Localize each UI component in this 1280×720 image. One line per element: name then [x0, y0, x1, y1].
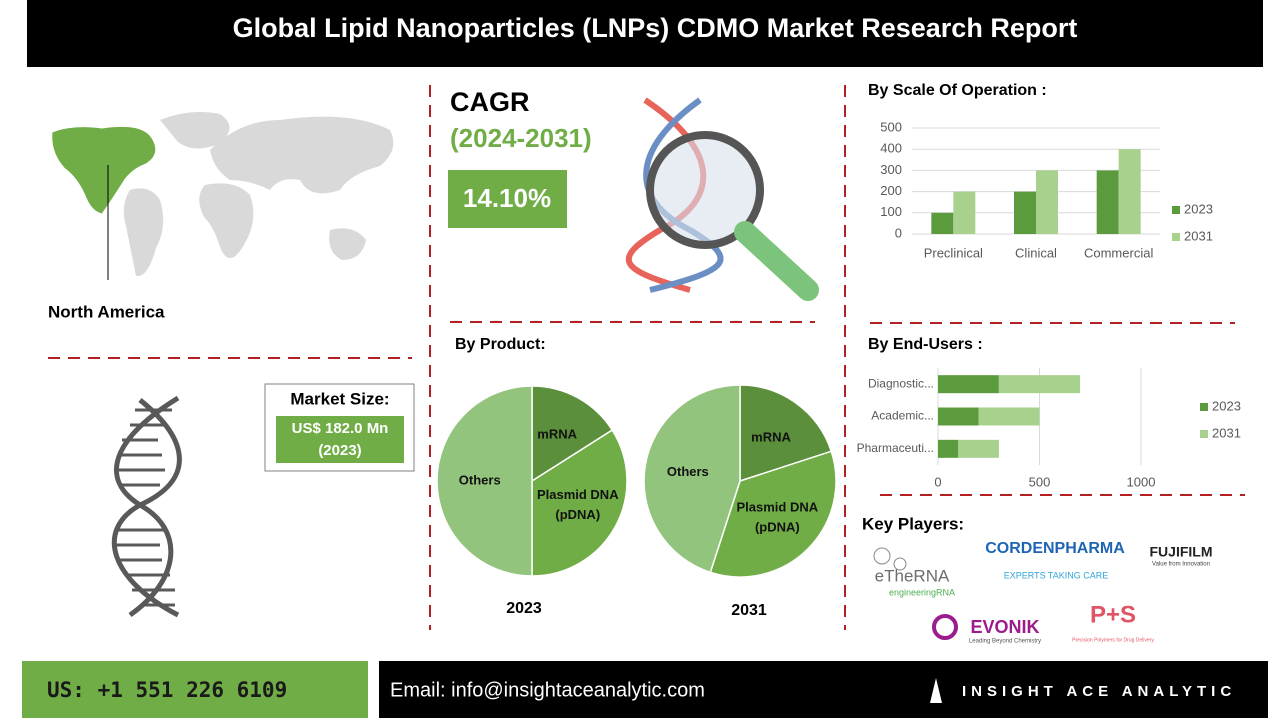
y-tick-label: 500	[880, 119, 902, 134]
magnifier-icon	[625, 97, 819, 301]
y-tick-label: 100	[880, 204, 902, 219]
y-tick-label: 400	[880, 141, 902, 156]
legend-label: 2023	[1184, 201, 1213, 216]
cagr-badge	[448, 170, 567, 228]
logo-name: CORDENPHARMA	[985, 540, 1125, 557]
logo-tagline: Precision Polymers for Drug Delivery	[1072, 637, 1154, 643]
bar	[1096, 170, 1119, 234]
bar	[1014, 191, 1036, 234]
key-players-title: Key Players:	[862, 514, 964, 533]
section-title: By Product:	[455, 336, 546, 353]
y-tick-label: 300	[880, 162, 902, 177]
brand-mark	[930, 678, 942, 703]
pie-slice	[709, 450, 837, 578]
bar	[1118, 149, 1141, 234]
region-label: North America	[48, 302, 165, 321]
dna-rungs	[115, 408, 175, 607]
cagr-label: CAGR	[450, 87, 530, 117]
logo-mark	[932, 614, 958, 640]
pie-label: mRNA	[751, 430, 791, 445]
brand: INSIGHT ACE ANALYTIC	[962, 683, 1236, 700]
logo: eTheRNA engineeringRNA	[873, 547, 955, 597]
logo-tagline: EXPERTS TAKING CARE	[1004, 570, 1109, 580]
logo-name: eTheRNA	[875, 566, 950, 585]
legend-label: 2023	[1212, 398, 1241, 413]
x-tick-label: 500	[1029, 474, 1051, 489]
y-tick-label: Diagnostic...	[868, 376, 934, 390]
legend-swatch	[1200, 430, 1208, 438]
north-america-shape	[51, 125, 157, 215]
x-tick-label: Clinical	[1015, 245, 1057, 260]
logo-tagline: engineeringRNA	[889, 587, 955, 597]
pie-label: Plasmid DNA (pDNA)	[737, 500, 819, 535]
logo-name: P+S	[1090, 601, 1136, 628]
footer-phone-box	[22, 661, 368, 718]
legend-label: 2031	[1212, 425, 1241, 440]
bar	[1036, 170, 1058, 234]
bar	[938, 439, 959, 458]
pie-slice	[531, 429, 628, 577]
pie-slice	[739, 384, 833, 483]
phone: US: +1 551 226 6109	[47, 678, 287, 702]
market-size-year: (2023)	[318, 442, 361, 459]
logo-tagline: Value from Innovation	[1152, 562, 1210, 568]
logo-tagline: Leading Beyond Chemistry	[969, 639, 1041, 645]
y-tick-label: 200	[880, 183, 902, 198]
x-tick-label: Commercial	[1084, 245, 1153, 260]
cagr-period: (2024-2031)	[450, 123, 592, 153]
market-size-value: US$ 182.0 Mn	[292, 420, 389, 437]
pie-label: Others	[667, 464, 709, 479]
world-map	[123, 112, 394, 277]
pie-slice	[436, 385, 533, 577]
legend-label: 2031	[1184, 228, 1213, 243]
chart-title: By Scale Of Operation :	[868, 82, 1047, 99]
pie-title: 2031	[731, 602, 767, 619]
title-bar	[27, 0, 1263, 67]
legend-swatch	[1172, 206, 1180, 214]
legend-swatch	[1200, 403, 1208, 411]
email: Email: info@insightaceanalytic.com	[390, 679, 705, 701]
y-tick-label: 0	[895, 225, 902, 240]
x-tick-label: Preclinical	[924, 245, 983, 260]
bar	[958, 439, 999, 458]
pie-slice	[531, 385, 614, 483]
y-tick-label: Academic...	[871, 409, 934, 423]
pie-slice	[643, 384, 741, 574]
legend-swatch	[1172, 233, 1180, 241]
cagr-value: 14.10%	[463, 183, 551, 213]
logo-name: FUJIFILM	[1150, 544, 1213, 560]
chart-title: By End-Users :	[868, 336, 983, 353]
pie-label: Plasmid DNA (pDNA)	[537, 488, 619, 523]
bar	[998, 375, 1081, 394]
y-tick-label: Pharmaceuti...	[857, 441, 934, 455]
dna-icon	[111, 395, 182, 618]
x-tick-label: 1000	[1127, 474, 1156, 489]
x-tick-label: 0	[934, 474, 941, 489]
logo-name: EVONIK	[970, 617, 1039, 637]
market-size-label: Market Size:	[290, 389, 389, 408]
bar	[931, 212, 954, 234]
pie-label: Others	[459, 472, 501, 487]
footer-email-box	[379, 661, 1268, 718]
bar	[938, 375, 999, 394]
pie-label: mRNA	[537, 427, 577, 442]
bar	[953, 191, 976, 234]
pie-title: 2023	[506, 600, 542, 617]
bar	[978, 407, 1040, 426]
market-size-badge	[276, 416, 404, 463]
report-title: Global Lipid Nanoparticles (LNPs) CDMO M…	[233, 13, 1078, 43]
bar	[938, 407, 979, 426]
